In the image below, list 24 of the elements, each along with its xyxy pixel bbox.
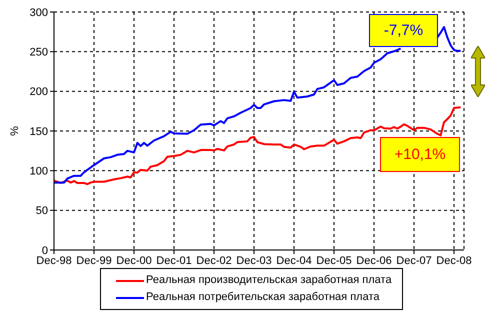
x-tick-label: Dec-01 bbox=[156, 254, 192, 267]
y-tick-label: 50 bbox=[36, 205, 48, 218]
x-tick-label: Dec-03 bbox=[236, 254, 272, 267]
y-tick-label: 300 bbox=[30, 6, 48, 19]
y-tick-label: 0 bbox=[42, 244, 48, 257]
y-tick-label: 250 bbox=[30, 46, 48, 59]
x-tick-label: Dec-05 bbox=[316, 254, 352, 267]
x-tick-label: Dec-08 bbox=[436, 254, 472, 267]
y-tick-label: 100 bbox=[30, 166, 48, 178]
x-tick-label: Dec-00 bbox=[116, 254, 152, 267]
x-tick-label: Dec-02 bbox=[196, 254, 232, 267]
annotation: +10,1% bbox=[380, 137, 460, 172]
x-tick-label: Dec-98 bbox=[36, 254, 72, 267]
x-tick-label: Dec-04 bbox=[276, 254, 312, 267]
x-tick-label: Dec-07 bbox=[396, 254, 432, 267]
annotation: -7,7% bbox=[369, 14, 438, 47]
legend-label: Реальная производительская заработная плата bbox=[146, 273, 392, 288]
x-tick-label: Dec-99 bbox=[76, 254, 112, 267]
y-tick-label: 150 bbox=[30, 126, 48, 138]
line-series bbox=[54, 106, 462, 186]
y-tick-label: 200 bbox=[30, 86, 48, 98]
y-axis-title: % bbox=[8, 126, 21, 136]
legend-label: Реальная потребительская заработная плата bbox=[146, 290, 380, 305]
x-tick-label: Dec-06 bbox=[356, 254, 392, 267]
